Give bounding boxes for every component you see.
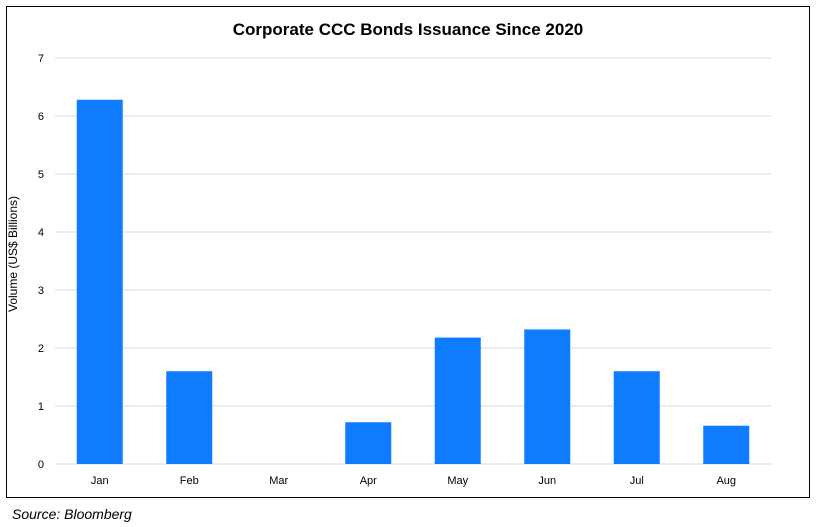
- bar-apr: [345, 422, 392, 464]
- y-tick-label: 4: [38, 227, 44, 239]
- y-tick-label: 0: [38, 459, 44, 471]
- x-tick-label: Apr: [360, 475, 377, 487]
- y-tick-label: 1: [38, 401, 44, 413]
- bar-jan: [76, 99, 123, 464]
- chart-title: Corporate CCC Bonds Issuance Since 2020: [232, 20, 584, 39]
- bar-aug: [703, 425, 750, 464]
- bar-feb: [166, 371, 213, 464]
- gridlines: [55, 57, 771, 465]
- source-note: Source: Bloomberg: [12, 506, 132, 522]
- x-tick-label: Feb: [180, 475, 199, 487]
- x-tick-label: Mar: [269, 475, 288, 487]
- bar-may: [434, 337, 481, 464]
- x-axis-ticks: Jan Feb Mar Apr May Jun Jul Aug: [91, 475, 736, 487]
- y-axis-ticks: 0 1 2 3 4 5 6 7: [38, 53, 44, 471]
- x-tick-label: Jul: [630, 475, 644, 487]
- bar-jun: [524, 329, 571, 464]
- x-tick-label: May: [447, 475, 468, 487]
- x-tick-label: Aug: [716, 475, 736, 487]
- y-tick-label: 5: [38, 169, 44, 181]
- x-tick-label: Jun: [538, 475, 556, 487]
- y-tick-label: 2: [38, 343, 44, 355]
- y-tick-label: 7: [38, 53, 44, 65]
- y-tick-label: 3: [38, 285, 44, 297]
- chart-frame: [6, 6, 810, 498]
- y-tick-label: 6: [38, 111, 44, 123]
- bar-jul: [613, 371, 660, 464]
- bars: [76, 99, 750, 464]
- x-tick-label: Jan: [91, 475, 109, 487]
